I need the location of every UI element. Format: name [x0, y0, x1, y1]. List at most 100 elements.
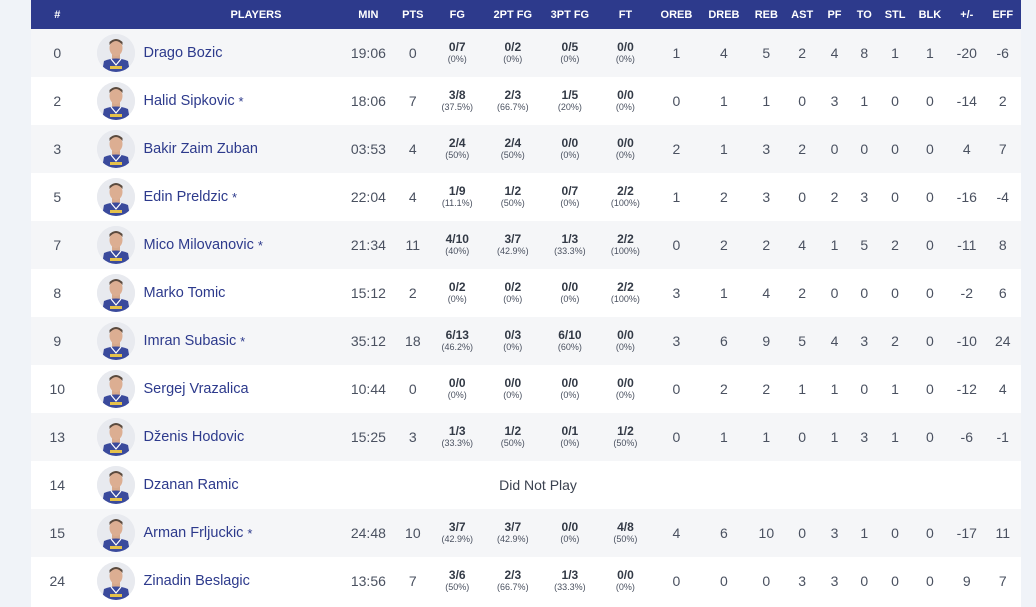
shot-percentage: (0%) [560, 294, 580, 304]
player-headshot-icon[interactable] [96, 466, 135, 504]
stl-cell: 0 [891, 525, 899, 541]
shots-made-attempted: 0/0 [561, 136, 579, 150]
col-header-blk[interactable]: BLK [910, 0, 950, 29]
player-name-link[interactable]: Halid Sipkovic [143, 93, 235, 109]
player-info: Sergej Vrazalica [84, 370, 343, 408]
player-info: Mico Milovanovic * [84, 226, 343, 264]
fg3-cell: 1/3 (33.3%) [542, 557, 598, 605]
fg-cell: 6/13 (46.2%) [431, 317, 484, 365]
player-headshot-icon[interactable] [96, 178, 135, 216]
col-header-eff[interactable]: EFF [984, 0, 1021, 29]
table-row: 15 Arman Frljuckic * 24:48 10 3/7 (42.9%) 3/7… [31, 509, 1021, 557]
shots-made-attempted: 2/2 [617, 184, 634, 198]
player-headshot-icon[interactable] [96, 322, 135, 360]
player-name-link[interactable]: Bakir Zaim Zuban [143, 141, 258, 157]
col-header-stl[interactable]: STL [879, 0, 911, 29]
reb-cell: 1 [762, 93, 771, 109]
col-header-2pt-fg[interactable]: 2PT FG [483, 0, 543, 29]
col-header-3pt-fg[interactable]: 3PT FG [542, 0, 598, 29]
player-headshot-icon[interactable] [96, 418, 135, 456]
table-row: 10 Sergej Vrazalica 10:44 0 0/0 (0%) 0/0 (0%) 0… [31, 365, 1021, 413]
shot-percentage: (0%) [615, 390, 635, 400]
shot-percentage: (100%) [610, 198, 640, 208]
ft-cell: 0/0 (0%) [598, 77, 654, 125]
pf-cell: 1 [830, 429, 839, 445]
player-headshot-icon[interactable] [96, 370, 135, 408]
jersey-number: 0 [53, 45, 62, 61]
player-name-link[interactable]: Drago Bozic [143, 45, 223, 61]
fg-cell: 1/3 (33.3%) [431, 413, 484, 461]
pf-cell: 2 [830, 189, 839, 205]
player-headshot-icon[interactable] [96, 226, 135, 264]
shots-made-attempted: 0/0 [561, 376, 579, 390]
col-header-pf[interactable]: PF [819, 0, 850, 29]
shot-percentage: (50%) [445, 582, 470, 592]
plus-minus-cell: -6 [960, 429, 973, 445]
player-headshot-icon[interactable] [96, 130, 135, 168]
player-cell: Edin Preldzic * [84, 173, 343, 221]
player-name-link[interactable]: Sergej Vrazalica [143, 381, 249, 397]
reb-cell: 5 [762, 45, 771, 61]
dreb-cell: 6 [720, 525, 728, 541]
player-name-link[interactable]: Mico Milovanovic [143, 237, 254, 253]
ast-cell: 1 [798, 381, 807, 397]
stl-cell: 2 [891, 333, 899, 349]
eff-cell: 11 [995, 525, 1010, 541]
col-header-dreb[interactable]: DREB [699, 0, 749, 29]
col-header-to[interactable]: TO [849, 0, 880, 29]
shot-percentage: (0%) [560, 390, 580, 400]
col-header-reb[interactable]: REB [748, 0, 785, 29]
player-name-link[interactable]: Edin Preldzic [143, 189, 229, 205]
player-name-link[interactable]: Zinadin Beslagic [143, 573, 250, 589]
player-name-link[interactable]: Arman Frljuckic [143, 525, 244, 541]
shot-percentage: (100%) [610, 246, 640, 256]
eff-cell: -1 [996, 429, 1009, 445]
minutes-cell: 03:53 [350, 141, 386, 157]
col-header-oreb[interactable]: OREB [653, 0, 700, 29]
player-name-link[interactable]: Dzanan Ramic [143, 477, 239, 493]
shots-made-attempted: 0/0 [504, 376, 522, 390]
shots-made-attempted: 0/3 [504, 328, 522, 342]
shots-made-attempted: 1/3 [448, 424, 466, 438]
table-row: 8 Marko Tomic 15:12 2 0/2 (0%) 0/2 (0%) 0/0 (0%)… [31, 269, 1021, 317]
player-name-link[interactable]: Marko Tomic [143, 285, 226, 301]
shot-percentage: (40%) [445, 246, 470, 256]
player-headshot-icon[interactable] [96, 34, 135, 72]
col-header-ft[interactable]: FT [597, 0, 654, 29]
player-cell: Zinadin Beslagic [84, 557, 343, 605]
col-header-players[interactable]: PLAYERS [83, 0, 343, 29]
points-cell: 0 [408, 381, 417, 397]
shots-made-attempted: 1/5 [561, 88, 579, 102]
jersey-number: 15 [49, 525, 66, 541]
player-name-link[interactable]: Dženis Hodovic [143, 429, 245, 445]
reb-cell: 9 [762, 333, 771, 349]
player-headshot-icon[interactable] [96, 274, 135, 312]
ft-cell: 0/0 (0%) [598, 365, 654, 413]
shots-made-attempted: 0/0 [561, 280, 579, 294]
shots-made-attempted: 0/2 [504, 40, 522, 54]
ft-cell: 4/8 (50%) [598, 509, 654, 557]
fg2-cell: 0/2 (0%) [484, 269, 543, 317]
player-name-link[interactable]: Imran Subasic [143, 333, 237, 349]
reb-cell: 4 [762, 285, 771, 301]
player-cell: Mico Milovanovic * [84, 221, 343, 269]
shots-made-attempted: 1/3 [561, 232, 579, 246]
col-header-ast[interactable]: AST [784, 0, 820, 29]
col-header-fg[interactable]: FG [431, 0, 484, 29]
col-header-num[interactable]: # [31, 0, 84, 29]
player-headshot-icon[interactable] [96, 82, 135, 120]
table-row: 0 Drago Bozic 19:06 0 0/7 (0%) 0/2 (0%) 0/5 (0%)… [31, 29, 1021, 77]
reb-cell: 1 [762, 429, 771, 445]
minutes-cell: 13:56 [350, 573, 386, 589]
col-header-plus-minus[interactable]: +/- [949, 0, 985, 29]
shot-percentage: (0%) [560, 198, 580, 208]
player-headshot-icon[interactable] [96, 514, 135, 552]
player-headshot-icon[interactable] [96, 562, 135, 600]
shot-percentage: (0%) [503, 342, 523, 352]
ft-cell: 0/0 (0%) [598, 557, 654, 605]
fg-cell: 2/4 (50%) [431, 125, 484, 173]
col-header-min[interactable]: MIN [342, 0, 395, 29]
col-header-pts[interactable]: PTS [394, 0, 431, 29]
eff-cell: 7 [998, 573, 1007, 589]
shots-made-attempted: 0/7 [448, 40, 466, 54]
